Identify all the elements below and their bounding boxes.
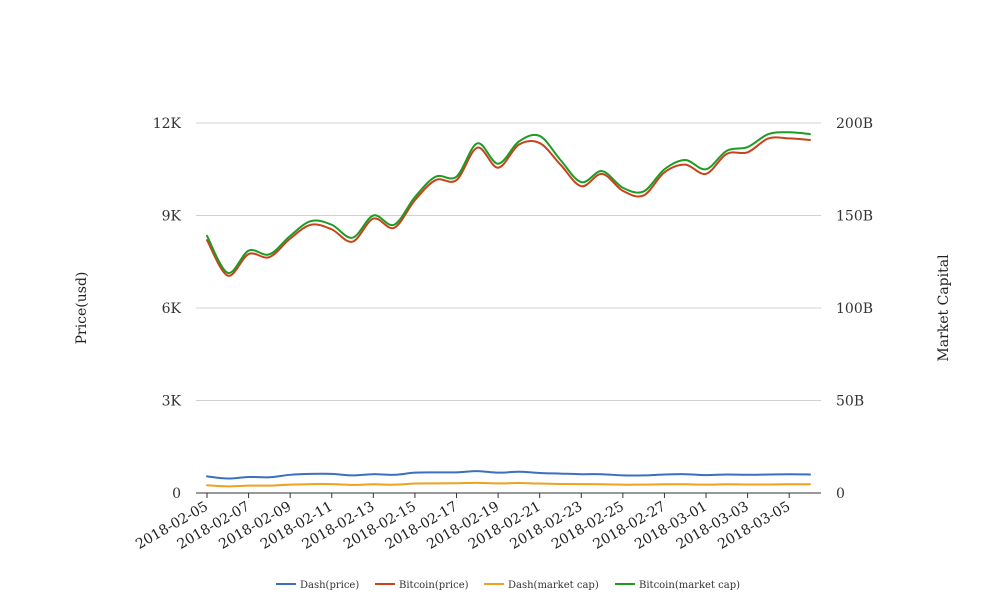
legend-label: Bitcoin(price) — [399, 580, 469, 591]
gridlines — [196, 122, 821, 401]
series-line-bitcoin-market-cap — [206, 131, 811, 274]
legend-item-dash-price: Dash(price) — [276, 580, 359, 591]
legend-label: Dash(market cap) — [508, 580, 599, 591]
left-tick-label: 6K — [162, 301, 182, 317]
left-axis-ticks: 0 3K 6K 9K 12K — [153, 116, 182, 502]
right-tick-label: 50B — [836, 394, 864, 410]
right-tick-label: 100B — [836, 301, 873, 317]
series-lines — [206, 131, 811, 488]
left-tick-label: 0 — [172, 486, 181, 502]
left-tick-label: 9K — [162, 209, 182, 225]
right-axis-ticks: 0 50B 100B 150B 200B — [836, 116, 873, 502]
legend-label: Bitcoin(market cap) — [639, 580, 740, 591]
right-axis-title: Market Capital — [936, 254, 952, 362]
series-line-dash-market-cap — [206, 481, 811, 488]
left-axis-title: Price(usd) — [74, 272, 90, 345]
legend-item-bitcoin-market-cap: Bitcoin(market cap) — [615, 580, 740, 591]
legend-item-bitcoin-price: Bitcoin(price) — [375, 580, 469, 591]
right-tick-label: 0 — [836, 486, 845, 502]
legend: Dash(price) Bitcoin(price) Dash(market cap… — [276, 580, 740, 591]
legend-item-dash-market-cap: Dash(market cap) — [484, 580, 599, 591]
right-tick-label: 150B — [836, 209, 873, 225]
series-line-dash-price — [206, 470, 811, 480]
x-axis-ticks: 2018-02-052018-02-072018-02-092018-02-11… — [133, 493, 793, 553]
left-tick-label: 12K — [153, 116, 182, 132]
right-tick-label: 200B — [836, 116, 873, 132]
legend-label: Dash(price) — [300, 580, 359, 591]
left-tick-label: 3K — [162, 394, 182, 410]
series-line-bitcoin-price — [206, 136, 811, 277]
